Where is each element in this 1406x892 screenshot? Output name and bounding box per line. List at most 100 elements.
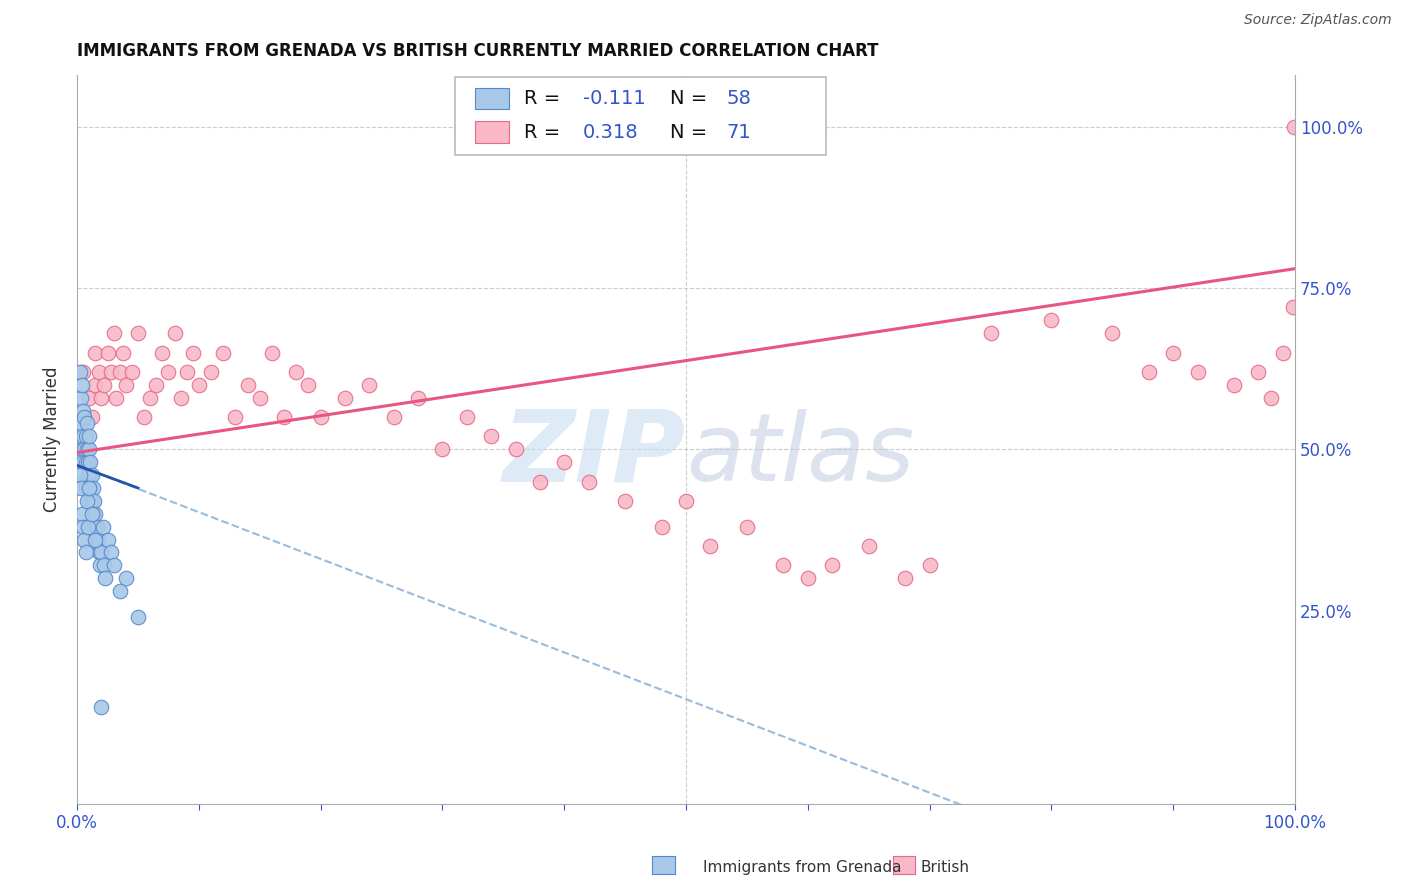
- Point: [505, 442, 527, 457]
- Point: [72, 455, 94, 469]
- Point: [858, 539, 880, 553]
- Point: [70, 507, 93, 521]
- Point: [236, 377, 259, 392]
- Point: [1137, 365, 1160, 379]
- Point: [91, 519, 114, 533]
- Point: [821, 558, 844, 573]
- Text: ZIP: ZIP: [503, 406, 686, 503]
- Y-axis label: Currently Married: Currently Married: [44, 367, 60, 512]
- Point: [84, 345, 107, 359]
- Point: [114, 377, 136, 392]
- Point: [73, 442, 96, 457]
- Point: [75, 455, 97, 469]
- Point: [127, 326, 149, 341]
- Text: IMMIGRANTS FROM GRENADA VS BRITISH CURRENTLY MARRIED CORRELATION CHART: IMMIGRANTS FROM GRENADA VS BRITISH CURRE…: [77, 42, 879, 60]
- Point: [77, 468, 100, 483]
- Point: [77, 468, 100, 483]
- Point: [772, 558, 794, 573]
- Point: [157, 365, 180, 379]
- Point: [96, 345, 118, 359]
- Point: [69, 481, 91, 495]
- Point: [675, 494, 697, 508]
- Point: [699, 539, 721, 553]
- Point: [77, 455, 100, 469]
- Point: [735, 519, 758, 533]
- Point: [529, 475, 551, 489]
- Point: [94, 571, 117, 585]
- Point: [132, 410, 155, 425]
- Text: Source: ZipAtlas.com: Source: ZipAtlas.com: [1244, 13, 1392, 28]
- Point: [145, 377, 167, 392]
- Point: [90, 700, 112, 714]
- Point: [406, 391, 429, 405]
- Point: [76, 494, 98, 508]
- Point: [150, 345, 173, 359]
- Point: [1281, 301, 1303, 315]
- Point: [93, 558, 115, 573]
- Point: [90, 545, 112, 559]
- Point: [212, 345, 235, 359]
- Point: [382, 410, 405, 425]
- Point: [83, 519, 105, 533]
- Point: [69, 417, 91, 431]
- Point: [77, 519, 100, 533]
- Point: [76, 417, 98, 431]
- Text: -0.111: -0.111: [582, 89, 645, 108]
- Point: [139, 391, 162, 405]
- Point: [1282, 120, 1305, 134]
- Point: [80, 494, 103, 508]
- Text: N =: N =: [671, 89, 707, 108]
- Point: [1247, 365, 1270, 379]
- Point: [93, 377, 115, 392]
- Point: [176, 365, 198, 379]
- FancyBboxPatch shape: [475, 87, 509, 110]
- Point: [87, 533, 110, 547]
- Point: [108, 365, 131, 379]
- Point: [614, 494, 637, 508]
- Point: [80, 410, 103, 425]
- Point: [77, 442, 100, 457]
- Point: [103, 558, 125, 573]
- Point: [77, 481, 100, 495]
- Point: [70, 442, 93, 457]
- Point: [84, 507, 107, 521]
- Point: [100, 365, 122, 379]
- Point: [797, 571, 820, 585]
- Text: British: British: [921, 860, 970, 874]
- Point: [297, 377, 319, 392]
- Point: [87, 365, 110, 379]
- Point: [181, 345, 204, 359]
- Point: [96, 533, 118, 547]
- Point: [84, 533, 107, 547]
- Text: Immigrants from Grenada: Immigrants from Grenada: [703, 860, 901, 874]
- Point: [100, 545, 122, 559]
- Point: [89, 558, 111, 573]
- Point: [333, 391, 356, 405]
- Point: [651, 519, 673, 533]
- Text: N =: N =: [671, 122, 707, 142]
- Point: [163, 326, 186, 341]
- Point: [75, 481, 97, 495]
- Point: [1260, 391, 1282, 405]
- Point: [108, 584, 131, 599]
- Point: [285, 365, 308, 379]
- Point: [75, 429, 97, 443]
- Point: [72, 519, 94, 533]
- Point: [249, 391, 271, 405]
- Point: [200, 365, 222, 379]
- Point: [75, 545, 97, 559]
- Point: [79, 481, 101, 495]
- Point: [83, 494, 105, 508]
- Point: [87, 545, 110, 559]
- Point: [69, 365, 91, 379]
- Point: [273, 410, 295, 425]
- Point: [77, 494, 100, 508]
- Point: [105, 391, 128, 405]
- Point: [84, 377, 107, 392]
- Point: [79, 455, 101, 469]
- Point: [73, 533, 96, 547]
- Text: 71: 71: [727, 122, 751, 142]
- Point: [90, 391, 112, 405]
- Point: [82, 481, 104, 495]
- Point: [1271, 345, 1294, 359]
